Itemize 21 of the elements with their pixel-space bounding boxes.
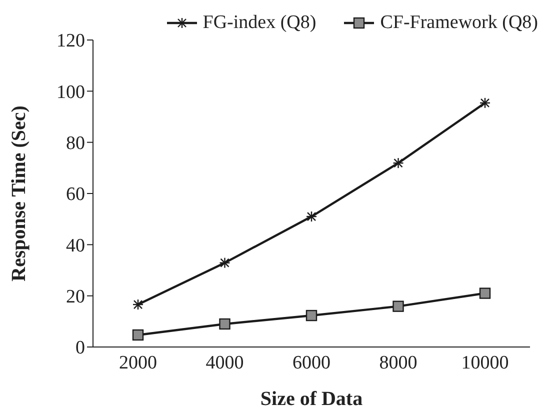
y-tick-label: 40 (66, 235, 85, 256)
y-tick-label: 60 (66, 184, 85, 206)
point (219, 318, 230, 330)
y-tick-label: 120 (56, 30, 85, 52)
point (392, 300, 404, 312)
x-tick-label: 2000 (119, 352, 157, 374)
legend-label: FG-index (Q8) (202, 12, 316, 34)
y-tick-label: 0 (76, 338, 85, 359)
x-tick-label: 4000 (206, 352, 244, 374)
point (132, 329, 144, 341)
point (306, 310, 318, 322)
x-tick-label: 10000 (461, 352, 509, 374)
legend-label: CF-Framework (Q8) (380, 12, 538, 34)
x-axis-title: Size of Data (260, 388, 363, 410)
y-tick-label: 80 (66, 133, 85, 154)
x-tick-label: 6000 (292, 352, 330, 374)
point (479, 288, 491, 299)
y-tick-label: 100 (56, 82, 85, 103)
x-tick-label: 8000 (379, 352, 418, 374)
y-tick-label: 20 (66, 286, 85, 308)
y-axis-title: Response Time (Sec) (8, 106, 30, 282)
